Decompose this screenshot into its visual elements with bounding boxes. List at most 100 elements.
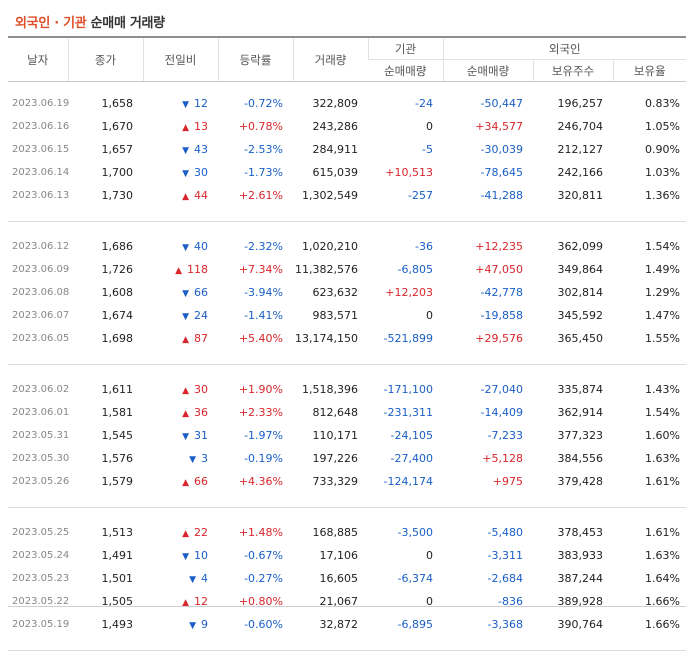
change-value: 4 [201, 572, 208, 585]
foreign-net-cell: -42,778 [480, 286, 523, 299]
rate-cell: -0.72% [244, 97, 283, 110]
foreign-net-cell: -7,233 [487, 429, 523, 442]
header-foreign-group: 외국인 [442, 36, 686, 60]
volume-cell: 32,872 [319, 618, 359, 631]
date-cell: 2023.05.22 [12, 596, 70, 607]
date-cell: 2023.05.30 [12, 453, 70, 464]
section-title: 외국인 · 기관 순매매 거래량 [15, 12, 165, 31]
rate-cell: -2.53% [244, 143, 283, 156]
foreign-ratio-cell: 1.03% [645, 166, 680, 179]
foreign-holdings-cell: 365,450 [557, 332, 604, 345]
date-cell: 2023.05.23 [12, 573, 70, 584]
institution-net-cell: -521,899 [383, 332, 433, 345]
spacer-cell [68, 82, 143, 93]
change-value: 44 [194, 189, 208, 202]
up-triangle-icon: ▲ [182, 478, 189, 488]
separator-cell [143, 636, 218, 651]
table-row: 2023.05.19 1,493 ▼ 9 -0.60% 32,872 -6,895 -3,36… [8, 613, 686, 636]
foreign-net-cell: +5,128 [482, 452, 523, 465]
volume-cell: 812,648 [312, 406, 359, 419]
header-close: 종가 [67, 36, 143, 82]
change-value: 10 [194, 549, 208, 562]
institution-net-cell: +12,203 [385, 286, 433, 299]
separator-cell [293, 493, 368, 508]
separator-cell [293, 350, 368, 365]
change-cell: ▼ 43 [143, 138, 218, 161]
table-row: 2023.06.13 1,730 ▲ 44 +2.61% 1,302,549 -257 -41… [8, 184, 686, 207]
rate-cell: -1.97% [244, 429, 283, 442]
close-cell: 1,505 [101, 595, 134, 608]
header-foreign-ratio: 보유율 [612, 59, 686, 82]
date-cell: 2023.06.14 [12, 167, 70, 178]
spacer-cell [68, 222, 143, 236]
date-cell: 2023.06.05 [12, 333, 70, 344]
volume-cell: 1,518,396 [302, 383, 358, 396]
change-cell: ▲ 44 [143, 184, 218, 207]
down-triangle-icon: ▼ [182, 146, 189, 156]
down-triangle-icon: ▼ [182, 169, 189, 179]
rate-cell: +5.40% [238, 332, 283, 345]
institution-net-cell: 0 [426, 595, 433, 608]
up-triangle-icon: ▲ [175, 266, 182, 276]
separator-cell [8, 207, 68, 222]
spacer-cell [443, 508, 533, 522]
foreign-net-cell: -3,311 [487, 549, 523, 562]
separator-cell [368, 636, 443, 651]
foreign-ratio-cell: 1.54% [645, 406, 680, 419]
spacer-cell [533, 365, 613, 379]
date-cell: 2023.06.16 [12, 121, 70, 132]
change-value: 66 [194, 475, 208, 488]
rate-cell: +0.80% [238, 595, 283, 608]
change-cell: ▲ 13 [143, 115, 218, 138]
table-bottom-border [8, 606, 686, 607]
close-cell: 1,611 [101, 383, 134, 396]
separator-cell [533, 350, 613, 365]
change-cell: ▲ 87 [143, 327, 218, 350]
date-cell: 2023.05.19 [12, 619, 70, 630]
header-volume: 거래량 [292, 36, 368, 82]
institution-net-cell: 0 [426, 309, 433, 322]
header-institution-group: 기관 [367, 36, 443, 60]
foreign-net-cell: -14,409 [480, 406, 523, 419]
change-cell: ▼ 24 [143, 304, 218, 327]
rate-cell: -0.60% [244, 618, 283, 631]
separator-cell [443, 207, 533, 222]
rate-cell: +4.36% [238, 475, 283, 488]
down-triangle-icon: ▼ [189, 575, 196, 585]
date-cell: 2023.05.24 [12, 550, 70, 561]
close-cell: 1,545 [101, 429, 134, 442]
separator-cell [533, 493, 613, 508]
foreign-ratio-cell: 1.66% [645, 595, 680, 608]
foreign-holdings-cell: 379,428 [557, 475, 604, 488]
trading-volume-table: 날자 종가 전일비 등락률 거래량 기관 외국인 순매매량 순매매량 보유주수 … [8, 36, 686, 651]
close-cell: 1,501 [101, 572, 134, 585]
spacer-cell [293, 222, 368, 236]
separator-cell [8, 350, 68, 365]
institution-net-cell: -6,895 [397, 618, 433, 631]
foreign-holdings-cell: 387,244 [557, 572, 604, 585]
institution-net-cell: -3,500 [397, 526, 433, 539]
foreign-holdings-cell: 390,764 [557, 618, 604, 631]
spacer-cell [143, 82, 218, 93]
volume-cell: 197,226 [312, 452, 359, 465]
separator-cell [218, 493, 293, 508]
foreign-holdings-cell: 302,814 [557, 286, 604, 299]
spacer-cell [8, 365, 68, 379]
foreign-ratio-cell: 1.49% [645, 263, 680, 276]
institution-net-cell: 0 [426, 120, 433, 133]
change-value: 30 [194, 166, 208, 179]
up-triangle-icon: ▲ [182, 409, 189, 419]
foreign-holdings-cell: 242,166 [557, 166, 604, 179]
spacer-cell [368, 365, 443, 379]
foreign-net-cell: -19,858 [480, 309, 523, 322]
separator-cell [443, 350, 533, 365]
date-cell: 2023.06.13 [12, 190, 70, 201]
table-row: 2023.05.22 1,505 ▲ 12 +0.80% 21,067 0 -836 389,9… [8, 590, 686, 613]
foreign-net-cell: +29,576 [475, 332, 523, 345]
down-triangle-icon: ▼ [182, 432, 189, 442]
foreign-ratio-cell: 1.60% [645, 429, 680, 442]
foreign-holdings-cell: 246,704 [557, 120, 604, 133]
foreign-holdings-cell: 349,864 [557, 263, 604, 276]
down-triangle-icon: ▼ [189, 455, 196, 465]
date-cell: 2023.06.02 [12, 384, 70, 395]
